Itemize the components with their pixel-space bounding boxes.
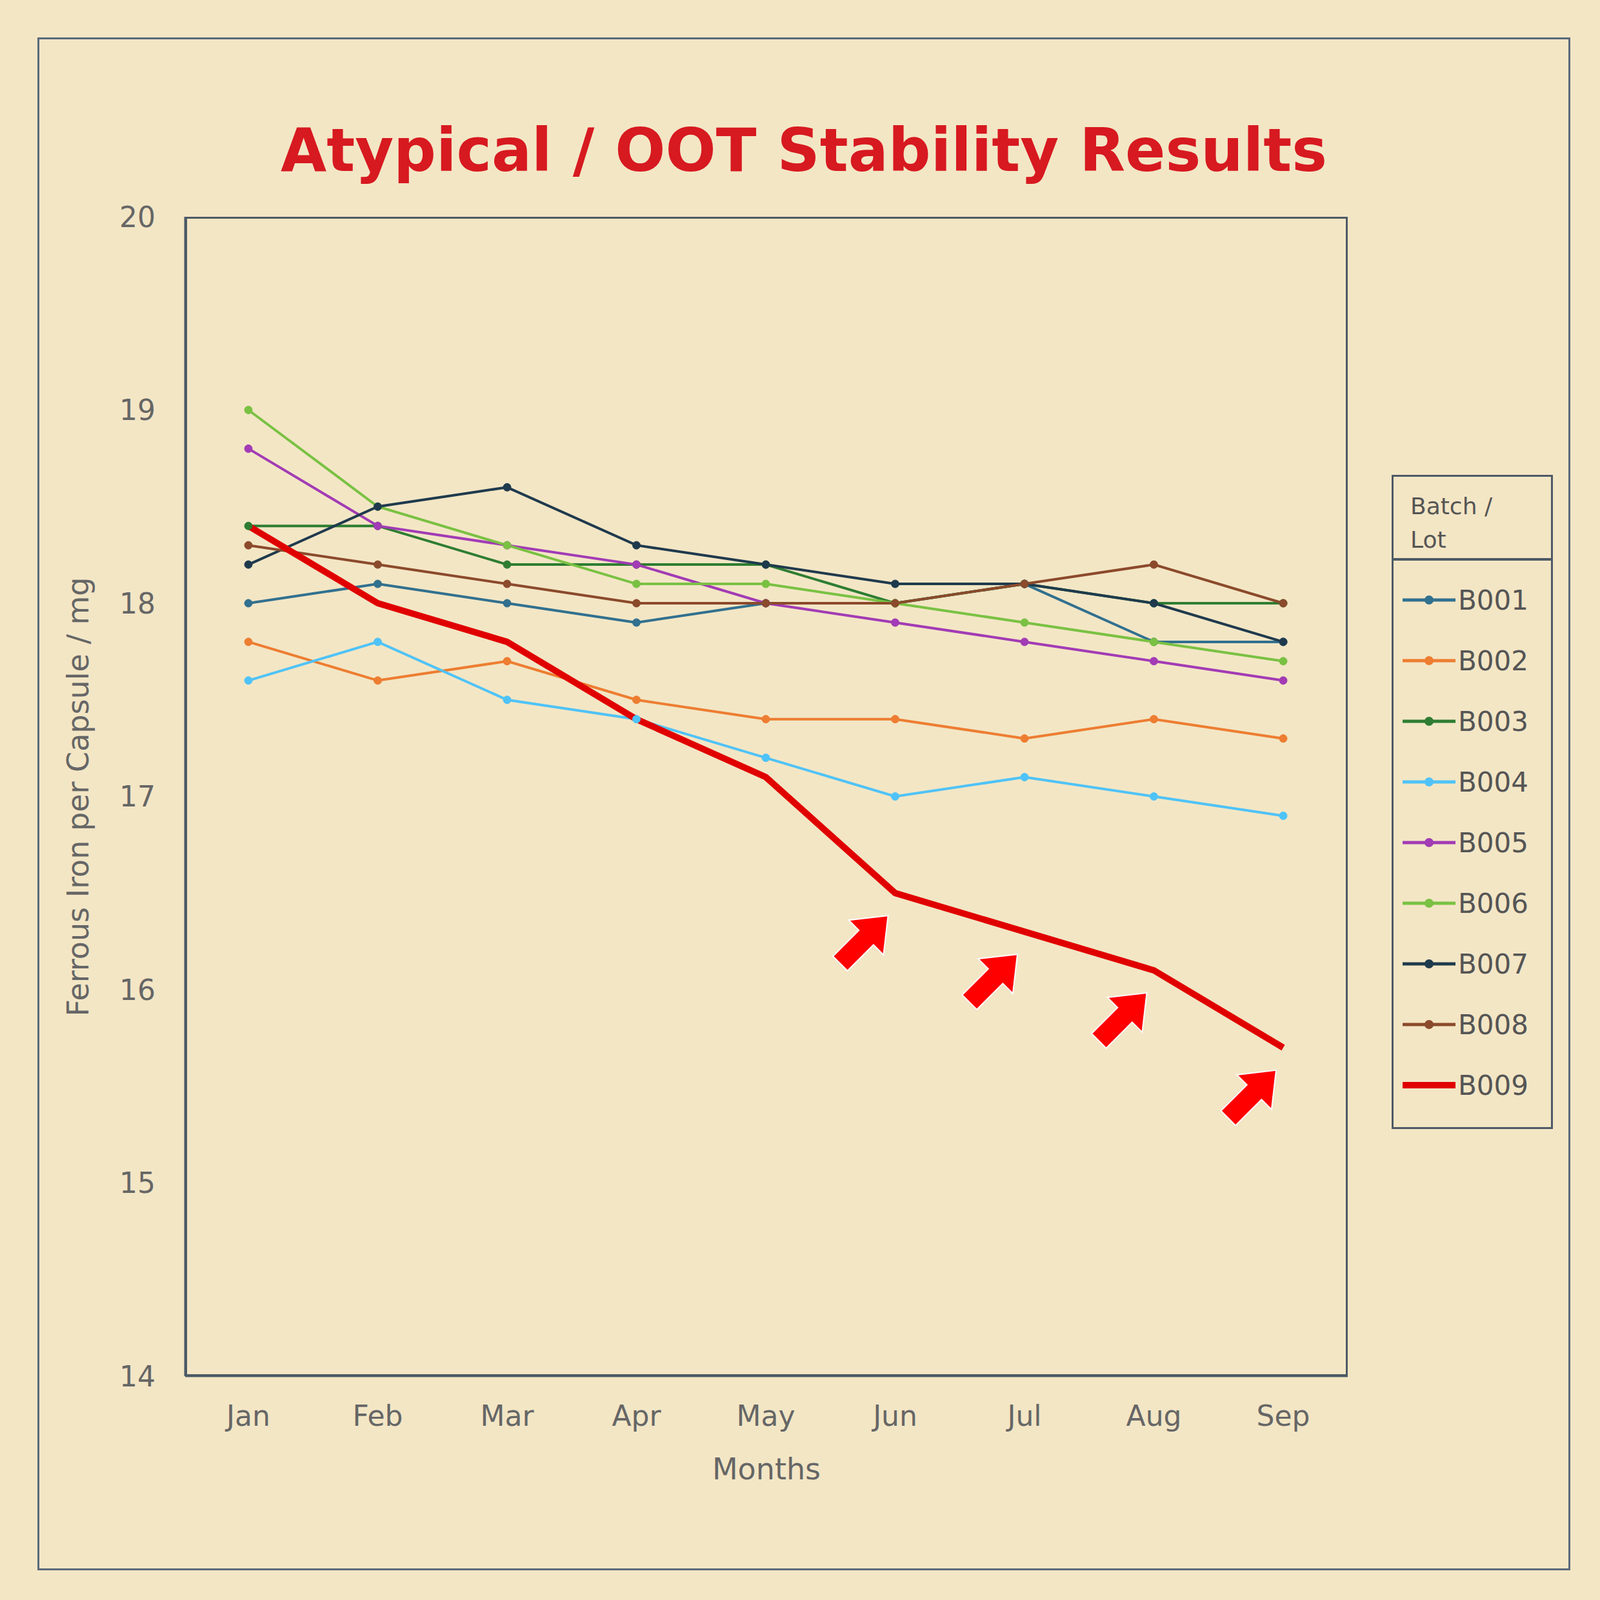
svg-text:16: 16 <box>119 973 156 1007</box>
svg-text:Aug: Aug <box>1126 1399 1182 1433</box>
html-text:B003: B003 <box>1458 705 1529 738</box>
svg-text:Feb: Feb <box>352 1399 404 1433</box>
html-text:Batch / Lot: Batch / Lot <box>1410 492 1500 553</box>
html-text:B001: B001 <box>1458 584 1529 616</box>
svg-text:17: 17 <box>119 780 156 813</box>
svg-text:Mar: Mar <box>480 1399 535 1433</box>
svg-text:19: 19 <box>119 393 156 427</box>
svg-text:14: 14 <box>119 1360 156 1393</box>
html-text:B007: B007 <box>1458 948 1529 980</box>
html-text:Atypical / OOT Stability Resul: Atypical / OOT Stability Results <box>280 116 1328 186</box>
html-text:Ferrous Iron per Capsule / mg: Ferrous Iron per Capsule / mg <box>60 576 96 1017</box>
svg-text:Apr: Apr <box>611 1399 662 1433</box>
html-text:B002: B002 <box>1458 644 1529 677</box>
html-text:B005: B005 <box>1458 826 1529 859</box>
html-text:B006: B006 <box>1458 887 1529 920</box>
svg-text:Jan: Jan <box>224 1399 271 1433</box>
html-text:B004: B004 <box>1458 766 1529 798</box>
svg-text:May: May <box>736 1399 796 1433</box>
svg-text:Jun: Jun <box>870 1399 918 1433</box>
svg-text:20: 20 <box>119 200 156 234</box>
svg-text:Sep: Sep <box>1256 1399 1311 1433</box>
svg-text:15: 15 <box>119 1166 156 1200</box>
html-text:B008: B008 <box>1458 1008 1529 1041</box>
svg-text:Months: Months <box>712 1451 821 1487</box>
svg-text:18: 18 <box>119 587 156 620</box>
html-text:B009: B009 <box>1458 1069 1529 1101</box>
svg-text:Jul: Jul <box>1005 1399 1042 1433</box>
